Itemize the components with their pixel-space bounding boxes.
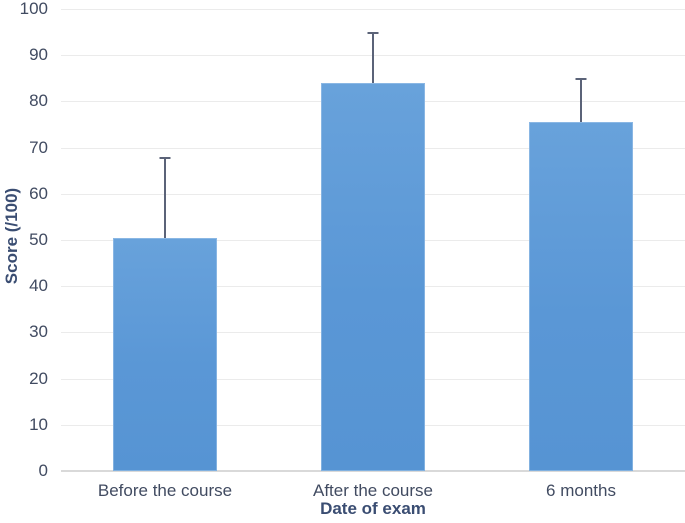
category-slot-after-the-course (269, 9, 477, 471)
error-bar-cap-after-the-course (367, 32, 379, 35)
plot-area (61, 9, 685, 472)
error-bar-line-6-months (580, 78, 582, 123)
x-axis-baseline (61, 470, 685, 472)
y-tick-label-30: 30 (29, 322, 48, 342)
y-tick-label-70: 70 (29, 137, 48, 157)
bar-6-months (529, 122, 633, 471)
bar-before-the-course (113, 237, 217, 471)
y-tick-label-50: 50 (29, 230, 48, 249)
y-tick-label-40: 40 (29, 276, 48, 296)
category-slot-6-months (477, 9, 685, 471)
error-bar-cap-before-the-course (159, 156, 171, 159)
x-tick-label-before-the-course: Before the course (97, 481, 233, 500)
y-tick-label-100: 100 (19, 0, 48, 18)
y-tick-label-0: 0 (38, 461, 48, 480)
error-bar-line-after-the-course (372, 32, 374, 83)
x-axis-tick-labels: Before the course After the course 6 month… (61, 480, 685, 502)
x-tick-label-6-months: 6 months (546, 481, 616, 500)
y-tick-label-20: 20 (29, 368, 48, 388)
category-slot-before-the-course (61, 9, 269, 471)
gridline-100 (61, 9, 685, 10)
x-tick-label-after-the-course: After the course (312, 481, 433, 500)
bar-series (61, 9, 685, 471)
bar-after-the-course (321, 82, 425, 471)
x-axis-title: Date of exam (320, 499, 426, 518)
y-tick-label-60: 60 (29, 183, 48, 203)
y-tick-label-80: 80 (29, 91, 48, 111)
y-tick-label-90: 90 (29, 45, 48, 65)
y-tick-label-10: 10 (29, 414, 48, 434)
error-bar-cap-6-months (575, 78, 587, 81)
error-bar-line-before-the-course (164, 156, 166, 238)
